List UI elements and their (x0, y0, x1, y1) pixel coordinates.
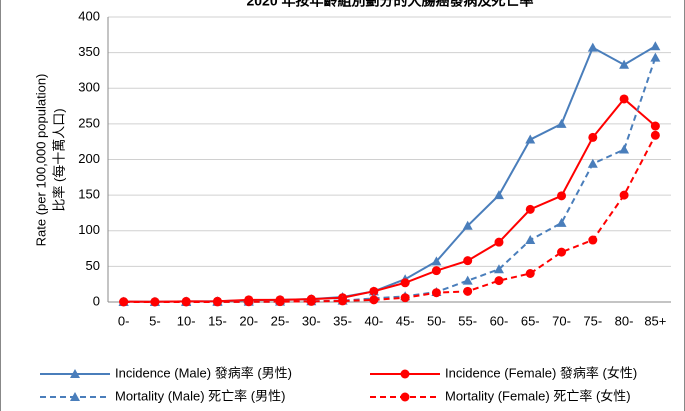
y-tick-label: 50 (86, 258, 100, 273)
data-point (306, 296, 316, 306)
data-point (369, 295, 379, 305)
y-tick-label: 100 (78, 222, 100, 237)
data-point (650, 52, 661, 62)
legend-label: Mortality (Female) 死亡率 (女性) (445, 388, 631, 403)
data-point (587, 42, 598, 52)
data-point (431, 266, 441, 276)
data-point (619, 144, 630, 154)
data-point (525, 235, 536, 245)
data-point (525, 134, 536, 144)
data-point (338, 296, 348, 306)
series-line (123, 57, 657, 303)
x-tick-label: 20- (239, 313, 258, 328)
legend-label: Mortality (Male) 死亡率 (男性) (115, 388, 285, 403)
data-point (494, 276, 504, 286)
y-tick-label: 150 (78, 187, 100, 202)
data-point (650, 41, 661, 51)
x-tick-label: 30- (302, 313, 321, 328)
y-axis-label: 比率 (每十萬人口) (51, 108, 66, 211)
data-point (525, 204, 535, 214)
legend-marker (400, 369, 410, 379)
legend-marker (70, 392, 80, 401)
data-point (431, 288, 441, 298)
y-axis-label: Rate (per 100,000 population) (33, 74, 48, 247)
data-point (462, 220, 473, 230)
data-point (150, 297, 160, 307)
y-tick-label: 200 (78, 151, 100, 166)
x-tick-label: 70- (552, 313, 571, 328)
x-tick-label: 0- (118, 313, 130, 328)
x-tick-label: 10- (177, 313, 196, 328)
data-point (557, 191, 567, 201)
x-tick-label: 45- (396, 313, 415, 328)
data-point (650, 130, 660, 140)
data-point (212, 297, 222, 307)
data-point (462, 275, 473, 285)
x-tick-label: 55- (458, 313, 477, 328)
legend-label: Incidence (Male) 發病率 (男性) (115, 365, 292, 380)
legend-marker (70, 369, 80, 378)
data-point (557, 247, 567, 257)
data-point (619, 94, 629, 104)
data-point (588, 235, 598, 245)
x-tick-label: 5- (149, 313, 161, 328)
y-tick-label: 350 (78, 44, 100, 59)
data-point (275, 297, 285, 307)
y-tick-label: 0 (93, 293, 100, 308)
x-tick-label: 65- (521, 313, 540, 328)
series-line (123, 97, 657, 303)
data-point (400, 293, 410, 303)
x-tick-label: 15- (208, 313, 227, 328)
data-point (400, 278, 410, 288)
data-point (650, 121, 660, 131)
data-point (369, 286, 379, 296)
series-line (123, 134, 657, 303)
data-point (119, 297, 129, 307)
y-tick-label: 400 (78, 8, 100, 23)
data-point (588, 132, 598, 142)
data-point (493, 264, 504, 274)
chart-title: 2020 年按年齡組別劃分的大腸癌發病及死亡率 (246, 0, 533, 9)
data-point (493, 190, 504, 200)
data-point (525, 269, 535, 278)
data-point (494, 237, 504, 247)
data-point (244, 297, 254, 307)
data-point (181, 297, 191, 307)
y-tick-label: 300 (78, 80, 100, 95)
data-point (619, 190, 629, 200)
data-point (431, 256, 442, 266)
x-tick-label: 85+ (644, 313, 666, 328)
x-tick-label: 75- (583, 313, 602, 328)
x-tick-label: 50- (427, 313, 446, 328)
data-point (463, 286, 473, 296)
data-point (556, 217, 567, 227)
x-tick-label: 25- (271, 313, 290, 328)
data-point (463, 256, 473, 266)
legend-label: Incidence (Female) 發病率 (女性) (445, 365, 637, 380)
data-point (587, 158, 598, 168)
x-tick-label: 80- (615, 313, 634, 328)
y-tick-label: 250 (78, 115, 100, 130)
x-tick-label: 35- (333, 313, 352, 328)
data-point (556, 118, 567, 128)
x-tick-label: 60- (490, 313, 509, 328)
data-point (619, 59, 630, 69)
x-tick-label: 40- (364, 313, 383, 328)
legend-marker (400, 392, 410, 402)
